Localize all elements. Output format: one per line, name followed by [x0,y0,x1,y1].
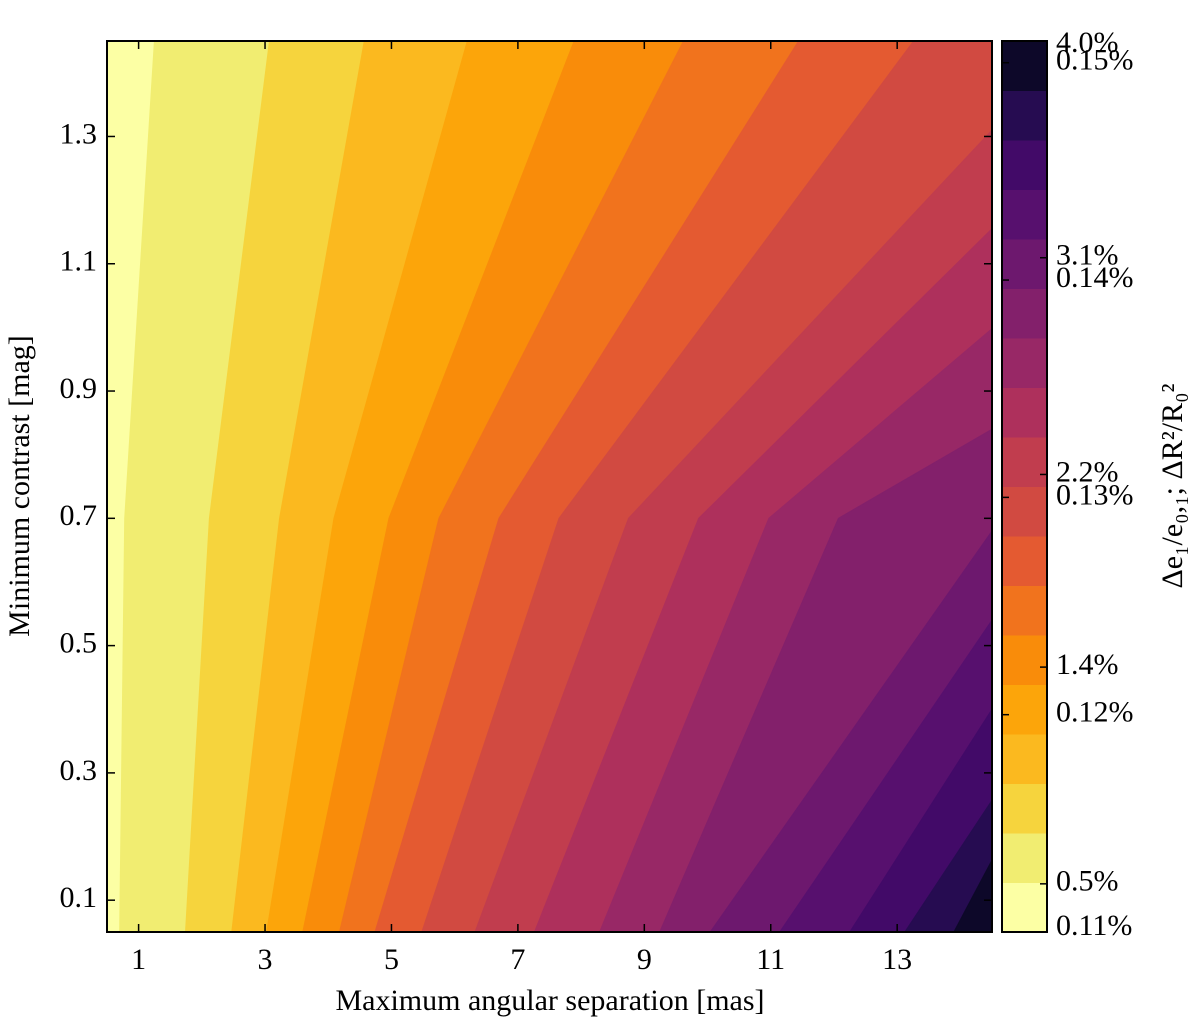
colorbar-tick-label: 0.13% [1056,478,1134,511]
x-tick-label: 13 [882,943,912,976]
colorbar-tick-label: 0.15% [1056,44,1134,77]
plot-frame [106,40,993,933]
colorbar-band [1002,734,1047,784]
colorbar-label: Δe₁/e₀,₁; ΔR²/R₀² [1156,383,1189,588]
x-tick-label: 1 [131,943,146,976]
colorbar-band [1002,882,1047,933]
x-axis-label: Maximum angular separation [mas] [335,984,764,1017]
y-tick-label: 0.5 [60,626,98,659]
colorbar-band [1002,486,1047,537]
colorbar-band [1002,635,1047,685]
contour-band [953,859,992,932]
x-tick-label: 11 [756,943,785,976]
colorbar-band [1002,684,1047,735]
colorbar-band [1002,41,1047,91]
y-axis-label: Minimum contrast [mag] [3,335,36,637]
colorbar-band [1002,140,1047,190]
colorbar-band [1002,387,1047,438]
colorbar-tick-label: 2.2% [1056,455,1119,488]
colorbar-tick-label: 1.4% [1056,648,1119,681]
y-tick-label: 0.1 [60,881,98,914]
colorbar-tick-label: 0.11% [1056,909,1132,942]
colorbar: 4.0% 3.1% 2.2% 1.4% 0.5% 0.15% 0.14% 0.13% 0.12%… [1001,26,1134,942]
y-tick-label: 0.9 [60,372,98,405]
colorbar-band [1002,783,1047,834]
colorbar-tick-label: 0.14% [1056,261,1134,294]
colorbar-tick-label: 0.5% [1056,865,1119,898]
x-tick-label: 7 [510,943,525,976]
colorbar-band [1002,90,1047,141]
x-tick-label: 3 [258,943,273,976]
y-tick-label: 1.3 [60,117,98,150]
contour-band [904,799,992,932]
overlay: 1 3 5 7 9 11 130.10.30.50.70.91.11.3 [60,40,993,976]
colorbar-band [1002,437,1047,487]
y-tick-label: 0.7 [60,499,98,532]
colorbar-band [1002,338,1047,388]
colorbar-tick-label: 3.1% [1056,239,1119,272]
colorbar-band [1002,833,1047,883]
colorbar-band [1002,189,1047,240]
y-tick-label: 0.3 [60,754,98,787]
colorbar-tick-label: 4.0% [1056,26,1119,59]
x-tick-label: 9 [637,943,652,976]
colorbar-band [1002,288,1047,339]
colorbar-frame [1001,40,1048,933]
colorbar-band [1002,239,1047,289]
colorbar-tick-label: 0.12% [1056,696,1134,729]
contour-area [107,41,992,932]
colorbar-band [1002,536,1047,586]
y-tick-label: 1.1 [60,245,98,278]
x-tick-label: 5 [384,943,399,976]
colorbar-band [1002,585,1047,636]
